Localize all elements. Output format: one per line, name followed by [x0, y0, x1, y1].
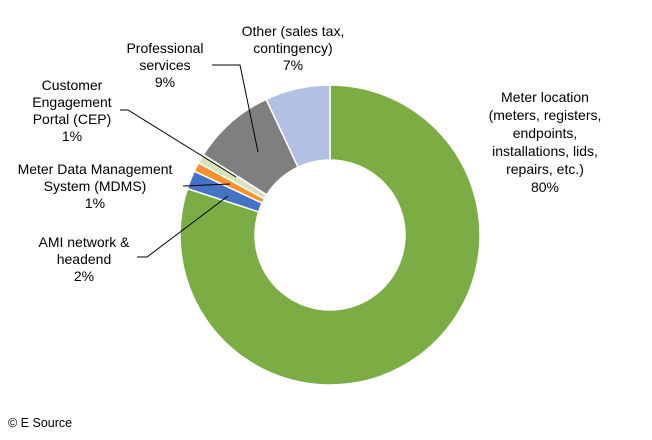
data-label: 1%	[85, 195, 105, 211]
slices	[179, 84, 481, 386]
donut-slice-5	[265, 84, 331, 169]
label-line: (meters, registers,	[489, 107, 602, 123]
label-ami: AMI network & headend 2%	[38, 234, 130, 284]
label-line: installations, lids,	[492, 143, 598, 159]
leader-line-cep	[120, 109, 237, 178]
leader-line-mdms	[182, 183, 231, 187]
label-line: AMI network &	[38, 234, 130, 250]
data-label: 1%	[62, 128, 82, 144]
leader-line-professional	[212, 64, 259, 153]
leader-lines	[120, 64, 259, 258]
data-label: 2%	[74, 268, 94, 284]
label-line: services	[139, 57, 190, 73]
label-line: Meter Data Management	[18, 161, 173, 177]
label-line: System (MDMS)	[44, 178, 147, 194]
label-line: Meter location	[501, 89, 589, 105]
label-line: repairs, etc.)	[506, 161, 584, 177]
leader-line-ami	[137, 195, 229, 258]
label-cep: Customer Engagement Portal (CEP) 1%	[32, 77, 112, 144]
label-meter-location: Meter location (meters, registers, endpo…	[489, 89, 602, 195]
label-professional: Professional services 9%	[126, 40, 203, 90]
label-line: Professional	[126, 40, 203, 56]
label-line: Other (sales tax,	[242, 23, 345, 39]
data-label: 9%	[155, 74, 175, 90]
copyright-credit: © E Source	[8, 416, 72, 430]
label-line: Engagement	[32, 94, 112, 110]
data-label: 80%	[531, 179, 559, 195]
label-other: Other (sales tax, contingency) 7%	[242, 23, 345, 73]
label-line: headend	[57, 251, 112, 267]
label-line: Customer	[42, 77, 103, 93]
label-line: Portal (CEP)	[33, 111, 112, 127]
donut-slice-0	[179, 84, 481, 386]
data-label: 7%	[283, 57, 303, 73]
label-line: contingency)	[253, 40, 332, 56]
label-line: endpoints,	[513, 125, 578, 141]
label-mdms: Meter Data Management System (MDMS) 1%	[18, 161, 173, 211]
